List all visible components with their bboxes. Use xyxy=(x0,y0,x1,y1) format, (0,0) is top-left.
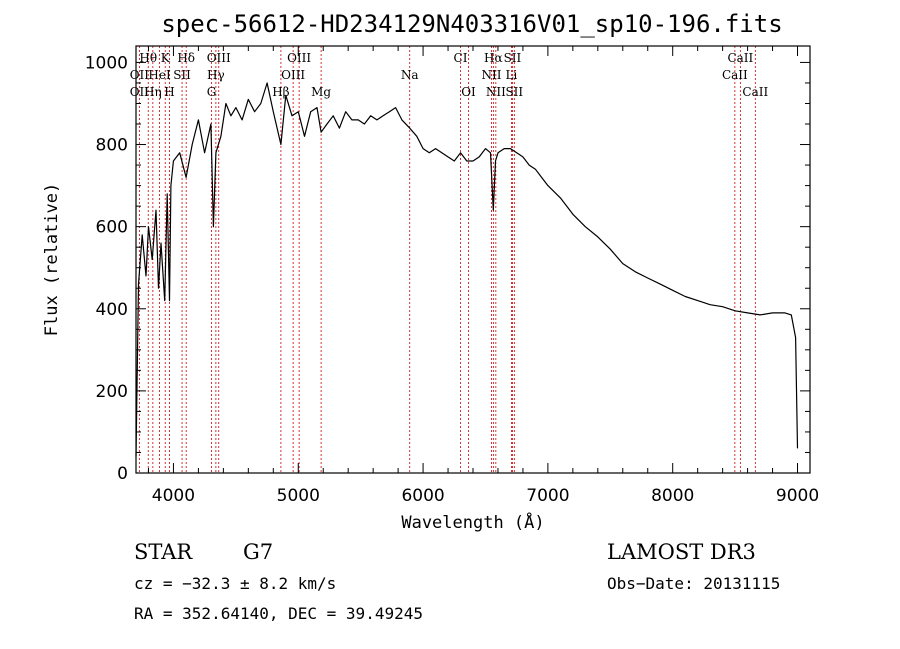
line-label: OII xyxy=(130,68,150,82)
y-tick-label: 800 xyxy=(96,136,128,156)
redshift-cz: cz = −32.3 ± 8.2 km/s xyxy=(134,574,337,593)
x-tick-label: 8000 xyxy=(651,486,694,506)
line-label: OI xyxy=(461,85,476,99)
line-label: CaII xyxy=(742,85,768,99)
line-label: Hγ xyxy=(207,68,225,82)
y-tick-label: 200 xyxy=(96,382,128,402)
series-layer xyxy=(135,82,799,457)
x-tick-label: 5000 xyxy=(277,486,320,506)
line-label: CaII xyxy=(722,68,748,82)
line-label: H xyxy=(164,85,174,99)
observation-date: Obs−Date: 20131115 xyxy=(607,574,781,593)
chart-title: spec-56612-HD234129N403316V01_sp10-196.f… xyxy=(161,10,782,38)
line-label: SII xyxy=(505,85,523,99)
spectrum-line xyxy=(135,82,799,457)
line-label: Hη xyxy=(144,85,162,99)
x-tick-label: 6000 xyxy=(401,486,444,506)
line-markers xyxy=(138,46,756,473)
line-label: Hα xyxy=(484,51,503,65)
line-label: OIII xyxy=(207,51,231,65)
line-label: NII xyxy=(486,85,506,99)
y-tick-label: 600 xyxy=(96,218,128,238)
line-label: NII xyxy=(481,68,501,82)
line-label: CI xyxy=(454,51,468,65)
x-tick-label: 7000 xyxy=(526,486,569,506)
y-tick-label: 0 xyxy=(117,464,128,484)
object-subclass: G7 xyxy=(243,540,274,564)
line-label: K xyxy=(161,51,171,65)
line-label: SII xyxy=(173,68,191,82)
y-tick-label: 1000 xyxy=(85,53,128,73)
line-label: OIII xyxy=(281,68,305,82)
line-label: Mg xyxy=(311,85,331,99)
line-label: Hδ xyxy=(177,51,195,65)
x-axis: 4000 5000 6000 7000 8000 9000 xyxy=(147,46,819,506)
y-tick-label: 400 xyxy=(96,300,128,320)
line-label: Na xyxy=(401,68,419,82)
survey-name: LAMOST DR3 xyxy=(607,540,756,564)
line-label: OIII xyxy=(287,51,311,65)
y-axis-label: Flux (relative) xyxy=(42,183,62,337)
object-class: STAR xyxy=(134,540,193,564)
coordinates: RA = 352.64140, DEC = 39.49245 xyxy=(134,604,423,623)
x-tick-label: 9000 xyxy=(776,486,819,506)
line-label: OII xyxy=(130,85,150,99)
line-label: Li xyxy=(506,68,518,82)
x-axis-label: Wavelength (Å) xyxy=(401,511,544,533)
line-label: SII xyxy=(504,51,522,65)
line-label: G xyxy=(207,85,217,99)
line-label: HeI xyxy=(148,68,171,82)
line-label: Hβ xyxy=(272,85,289,99)
y-axis: 0 200 400 600 800 1000 xyxy=(85,53,810,484)
line-label: CaII xyxy=(727,51,753,65)
x-tick-label: 4000 xyxy=(152,486,195,506)
line-label: Hθ xyxy=(139,51,157,65)
